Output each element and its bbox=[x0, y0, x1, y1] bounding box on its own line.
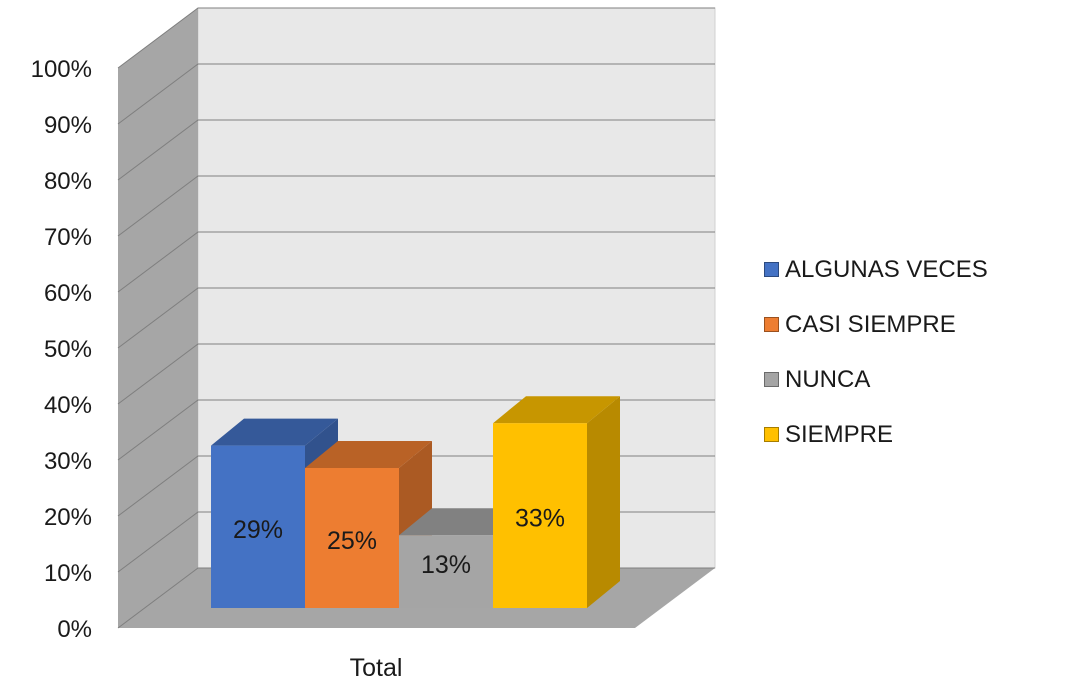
legend-swatch bbox=[764, 262, 779, 277]
legend-label: NUNCA bbox=[785, 365, 871, 393]
legend-label: ALGUNAS VECES bbox=[785, 255, 988, 283]
legend-swatch bbox=[764, 372, 779, 387]
data-label: 29% bbox=[233, 516, 283, 544]
legend-swatch bbox=[764, 317, 779, 332]
bar-front bbox=[399, 535, 493, 608]
bars bbox=[211, 396, 620, 608]
legend: ALGUNAS VECES CASI SIEMPRE NUNCA SIEMPRE bbox=[764, 242, 988, 462]
gridline bbox=[117, 7, 715, 69]
legend-item: ALGUNAS VECES bbox=[764, 242, 988, 297]
bar-front bbox=[305, 468, 399, 608]
gridline bbox=[117, 119, 715, 181]
y-tick-label: 50% bbox=[44, 336, 92, 363]
y-tick-label: 60% bbox=[44, 280, 92, 307]
y-tick-label: 90% bbox=[44, 112, 92, 139]
gridline bbox=[117, 175, 715, 237]
y-tick-label: 20% bbox=[44, 504, 92, 531]
y-tick-label: 10% bbox=[44, 560, 92, 587]
y-tick-label: 70% bbox=[44, 224, 92, 251]
bar-top bbox=[305, 441, 432, 468]
gridline bbox=[117, 63, 715, 125]
legend-label: CASI SIEMPRE bbox=[785, 310, 956, 338]
x-category-label: Total bbox=[350, 654, 403, 679]
bar-top bbox=[493, 396, 620, 424]
gridline bbox=[117, 231, 715, 293]
legend-label: SIEMPRE bbox=[785, 420, 894, 448]
y-tick-label: 40% bbox=[44, 392, 92, 419]
data-label: 25% bbox=[327, 527, 377, 555]
data-label: 33% bbox=[515, 505, 565, 533]
legend-swatch bbox=[764, 427, 779, 442]
bar-front bbox=[493, 423, 587, 608]
gridline bbox=[117, 287, 715, 349]
bar-top bbox=[211, 418, 338, 446]
bar-front bbox=[211, 445, 305, 608]
data-label: 13% bbox=[421, 551, 471, 579]
legend-item: CASI SIEMPRE bbox=[764, 297, 988, 352]
x-axis-categories: Total bbox=[350, 654, 403, 679]
y-tick-label: 0% bbox=[57, 616, 92, 643]
bar-siempre bbox=[493, 396, 620, 608]
legend-item: NUNCA bbox=[764, 352, 988, 407]
y-tick-label: 100% bbox=[31, 56, 92, 83]
y-axis-ticks: 0% 10% 20% 30% 40% 50% 60% 70% 80% 90% 100% bbox=[31, 56, 92, 643]
data-labels: 29% 25% 13% 33% bbox=[233, 505, 565, 579]
y-tick-label: 30% bbox=[44, 448, 92, 475]
y-tick-label: 80% bbox=[44, 168, 92, 195]
gridline bbox=[117, 343, 715, 405]
legend-item: SIEMPRE bbox=[764, 407, 988, 462]
bar-side bbox=[587, 396, 620, 608]
